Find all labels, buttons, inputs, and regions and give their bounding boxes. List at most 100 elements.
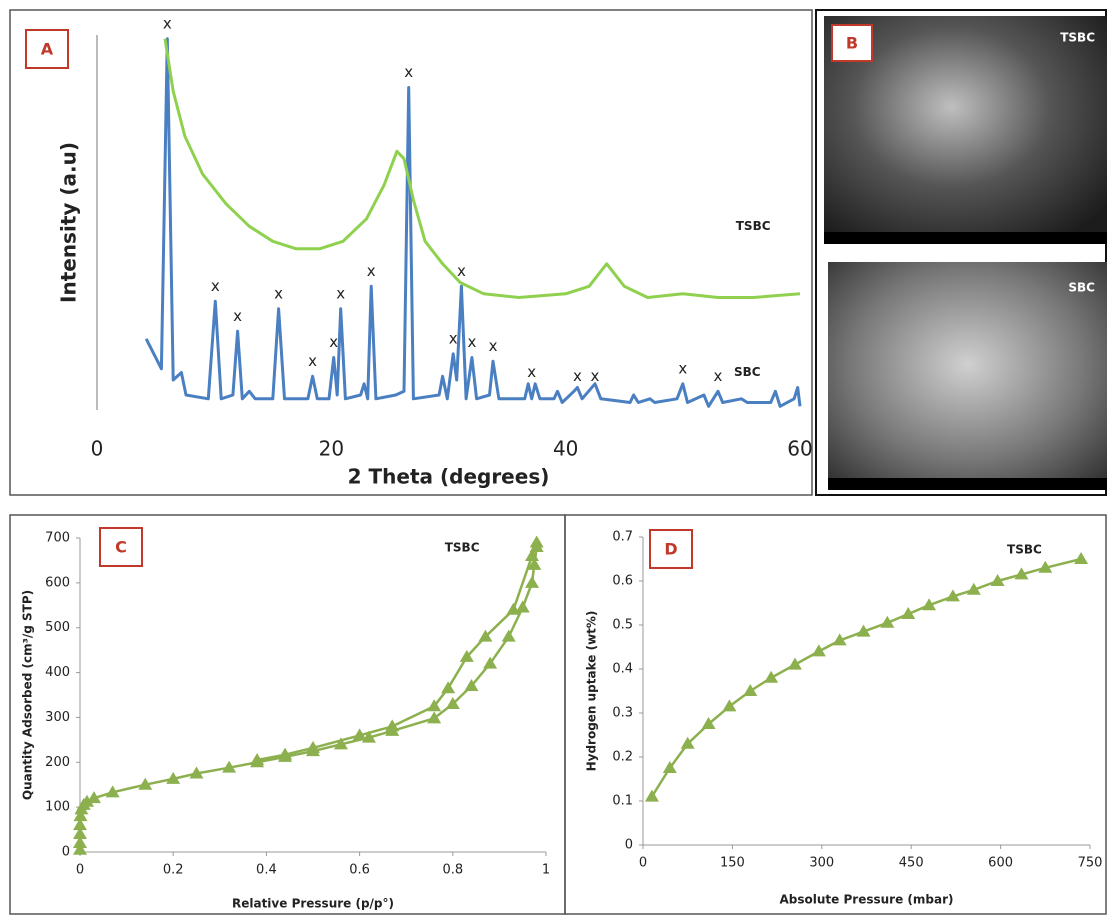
data-point xyxy=(427,699,442,712)
data-point xyxy=(811,644,826,657)
x-axis-label: Absolute Pressure (mbar) xyxy=(780,893,954,907)
data-point xyxy=(1074,552,1089,564)
panel-d-frame xyxy=(564,514,1107,915)
data-point xyxy=(1014,567,1029,580)
data-point xyxy=(832,633,847,646)
data-point xyxy=(680,736,695,749)
data-point xyxy=(525,548,540,561)
y-tick-label: 0 xyxy=(62,845,70,860)
y-tick-label: 200 xyxy=(45,755,70,770)
series-line xyxy=(163,38,801,299)
annotation: x xyxy=(233,307,242,325)
series-line xyxy=(144,37,802,408)
data-point xyxy=(701,717,716,729)
x-axis-label: Relative Pressure (p/p°) xyxy=(232,897,394,911)
series-line xyxy=(78,546,538,850)
x-tick-label: 150 xyxy=(720,856,745,871)
data-point xyxy=(333,737,348,750)
data-point xyxy=(644,789,659,802)
data-point xyxy=(427,711,442,724)
data-point xyxy=(222,760,237,773)
annotation: x xyxy=(274,284,283,302)
annotation: x xyxy=(308,352,317,370)
y-tick-label: 0 xyxy=(625,838,633,853)
data-point xyxy=(73,818,87,831)
x-tick-label: 0.2 xyxy=(163,863,184,878)
sem-image xyxy=(828,262,1107,490)
y-tick-label: 500 xyxy=(45,620,70,635)
data-point xyxy=(445,696,460,709)
annotation: x xyxy=(678,359,687,377)
y-tick-label: 0.2 xyxy=(612,750,633,765)
annotation: x xyxy=(573,367,582,385)
annotation: SBC xyxy=(734,365,761,379)
annotation: TSBC xyxy=(445,540,480,554)
data-point xyxy=(73,809,88,822)
data-point xyxy=(764,670,779,683)
data-point xyxy=(464,679,479,692)
x-tick-label: 0.4 xyxy=(256,863,277,878)
data-point xyxy=(901,607,916,619)
data-point xyxy=(662,761,677,773)
data-point xyxy=(945,589,960,602)
y-tick-label: 700 xyxy=(45,531,70,546)
y-axis-label: Hydrogen uptake (wt%) xyxy=(585,611,599,772)
y-tick-label: 400 xyxy=(45,665,70,680)
y-tick-label: 0.3 xyxy=(612,706,633,721)
x-tick-label: 0 xyxy=(639,856,647,871)
panel-label-box xyxy=(649,529,693,569)
data-point xyxy=(880,615,895,628)
y-axis-label: Intensity (a.u) xyxy=(57,142,81,303)
panel-label-box xyxy=(831,24,873,62)
data-point xyxy=(501,629,516,642)
panel-label: D xyxy=(664,540,677,559)
data-point xyxy=(73,842,87,855)
data-point xyxy=(525,575,540,588)
y-tick-label: 0.5 xyxy=(612,618,633,633)
annotation: x xyxy=(457,262,466,280)
x-tick-label: 0.8 xyxy=(442,863,463,878)
data-point xyxy=(352,728,367,741)
data-point xyxy=(79,794,94,807)
data-point xyxy=(529,535,544,548)
x-tick-label: 60 xyxy=(787,437,812,461)
data-point xyxy=(86,791,101,804)
series-line xyxy=(650,557,1082,798)
data-point xyxy=(515,600,530,613)
data-point xyxy=(306,740,320,753)
data-point xyxy=(506,602,521,615)
data-point xyxy=(722,699,737,712)
data-point xyxy=(1038,560,1053,573)
x-tick-label: 750 xyxy=(1078,856,1103,871)
annotation: x xyxy=(367,262,376,280)
data-point xyxy=(527,557,542,570)
data-point xyxy=(138,777,153,790)
x-tick-label: 0.6 xyxy=(349,863,370,878)
panel-label: C xyxy=(115,538,127,557)
data-point xyxy=(922,598,937,611)
sem-info-bar xyxy=(828,478,1107,490)
annotation: x xyxy=(527,363,536,381)
panel-a-frame xyxy=(9,9,813,496)
image-label: SBC xyxy=(1068,281,1095,295)
y-tick-label: 0.4 xyxy=(612,662,633,677)
data-point xyxy=(743,684,758,696)
x-tick-label: 450 xyxy=(899,856,924,871)
data-point xyxy=(441,681,456,694)
image-label: TSBC xyxy=(1060,31,1095,45)
x-axis-label: 2 Theta (degrees) xyxy=(348,465,550,489)
annotation: x xyxy=(211,277,220,295)
annotation: x xyxy=(336,284,345,302)
annotation: x xyxy=(714,367,723,385)
annotation: x xyxy=(467,333,476,351)
panel-label-box xyxy=(99,527,143,567)
annotation: x xyxy=(449,329,458,347)
series-line xyxy=(256,542,538,762)
y-axis-label: Quantity Adsorbed (cm³/g STP) xyxy=(21,590,35,800)
annotation: x xyxy=(489,337,498,355)
data-point xyxy=(478,629,493,642)
data-point xyxy=(189,766,204,779)
y-tick-label: 600 xyxy=(45,575,70,590)
annotation: x xyxy=(329,333,338,351)
data-point xyxy=(856,624,871,637)
